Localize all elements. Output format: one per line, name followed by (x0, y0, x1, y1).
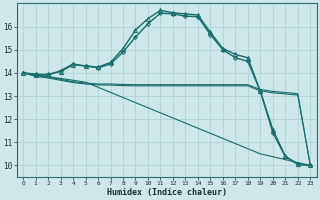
X-axis label: Humidex (Indice chaleur): Humidex (Indice chaleur) (107, 188, 227, 197)
